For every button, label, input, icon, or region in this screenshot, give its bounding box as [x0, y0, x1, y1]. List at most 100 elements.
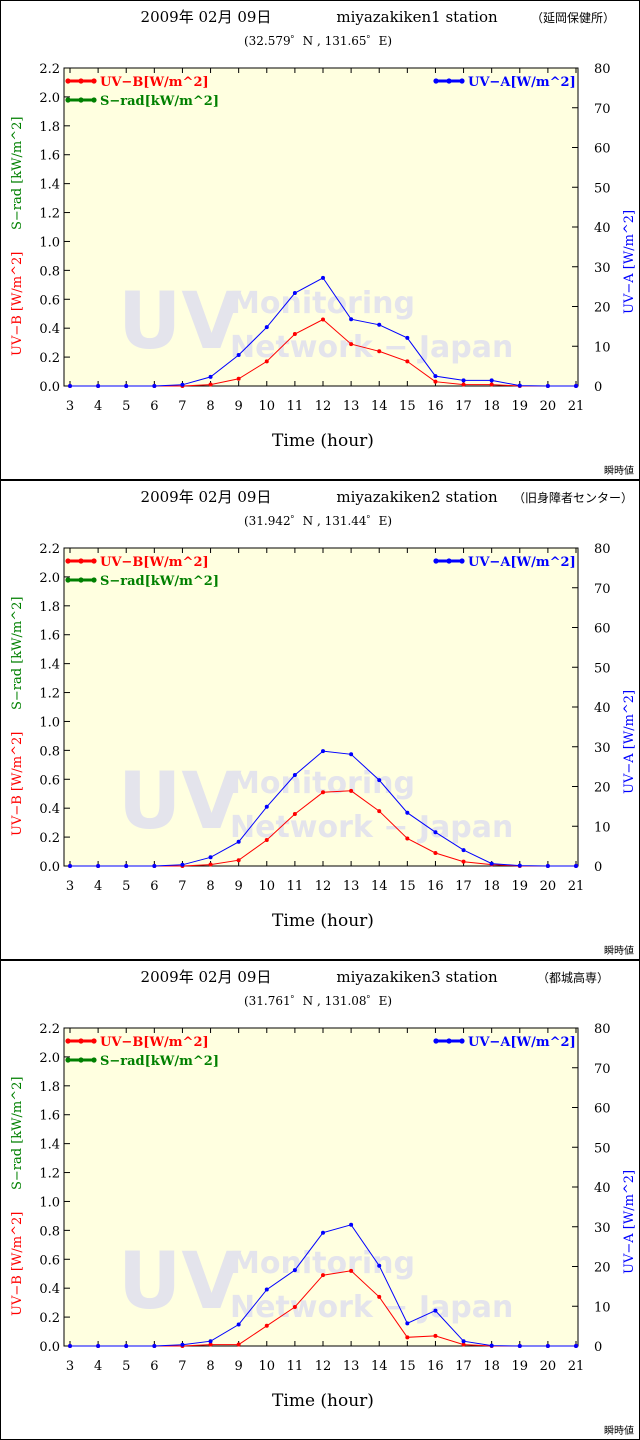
y-right-label: UV−A [W/m^2] [622, 690, 637, 794]
uvb-legend-label: UV−B[W/m^2] [100, 1035, 209, 1050]
x-tick-label: 11 [287, 1359, 304, 1374]
uvb-data-point [349, 788, 354, 793]
x-tick-label: 11 [287, 399, 304, 414]
uva-data-point [377, 322, 382, 327]
x-tick-label: 13 [343, 399, 360, 414]
uva-data-point [124, 1344, 129, 1348]
uvb-data-point [321, 317, 325, 322]
y-left-tick-label: 2.2 [39, 62, 60, 77]
y-left-tick-label: 1.4 [39, 658, 60, 673]
y-left-label-srad: S−rad [kW/m^2] [10, 117, 25, 230]
uvb-data-point [489, 382, 494, 387]
y-right-tick-label: 50 [594, 661, 611, 676]
srad-legend-label: S−rad[kW/m^2] [100, 574, 219, 589]
x-tick-label: 10 [259, 399, 276, 414]
uvb-data-point [377, 349, 382, 354]
uva-data-point [124, 384, 129, 388]
uvb-data-point [405, 836, 410, 841]
uvb-data-point [349, 1268, 354, 1273]
y-left-tick-label: 1.2 [39, 207, 60, 222]
x-tick-label: 12 [315, 1359, 332, 1374]
uva-data-point [236, 352, 241, 357]
watermark-uv: UV [118, 277, 242, 367]
x-tick-label: 7 [178, 399, 186, 414]
uva-data-point [489, 861, 494, 866]
uvb-legend-marker [65, 558, 71, 564]
uva-data-point [292, 772, 297, 777]
uva-data-point [377, 778, 382, 783]
uva-data-point [124, 864, 129, 868]
uvb-data-point [264, 359, 269, 364]
uva-data-point [461, 378, 466, 383]
y-left-tick-label: 1.2 [39, 1167, 60, 1182]
x-tick-label: 6 [150, 1359, 158, 1374]
x-tick-label: 4 [94, 1359, 102, 1374]
y-left-tick-label: 1.4 [39, 178, 60, 193]
srad-legend-marker [78, 577, 84, 583]
x-tick-label: 3 [66, 399, 74, 414]
y-left-tick-label: 2.0 [39, 571, 60, 586]
uva-data-point [433, 830, 438, 835]
uvb-legend-marker [91, 1038, 97, 1044]
x-tick-label: 16 [427, 879, 444, 894]
y-right-tick-label: 30 [594, 741, 611, 756]
y-right-tick-label: 0 [594, 380, 602, 395]
uva-data-point [236, 839, 241, 844]
uvb-data-point [208, 1342, 213, 1347]
x-tick-label: 20 [540, 1359, 557, 1374]
y-right-label: UV−A [W/m^2] [622, 1170, 637, 1274]
y-left-tick-label: 0.6 [39, 1253, 60, 1268]
y-right-tick-label: 0 [594, 860, 602, 875]
uvb-data-point [377, 809, 382, 814]
uvb-data-point [405, 1335, 410, 1340]
x-tick-label: 15 [399, 399, 416, 414]
y-left-label-uvb: UV−B [W/m^2] [10, 732, 25, 836]
uvb-data-point [433, 850, 438, 855]
y-left-tick-label: 1.0 [39, 235, 60, 250]
x-tick-label: 13 [343, 879, 360, 894]
x-tick-label: 14 [371, 399, 388, 414]
x-tick-label: 7 [178, 879, 186, 894]
uva-legend-marker [459, 558, 465, 564]
uva-data-point [517, 1344, 522, 1348]
y-left-tick-label: 0.0 [39, 860, 60, 875]
uva-data-point [574, 1344, 578, 1348]
uva-data-point [96, 384, 101, 388]
uvb-data-point [264, 1323, 269, 1328]
y-left-tick-label: 0.0 [39, 1340, 60, 1355]
uva-data-point [405, 1321, 410, 1326]
x-tick-label: 8 [206, 1359, 214, 1374]
uvb-data-point [405, 359, 410, 364]
uva-data-point [349, 1222, 354, 1227]
y-right-tick-label: 50 [594, 1141, 611, 1156]
uva-data-point [180, 862, 185, 867]
x-tick-label: 12 [315, 399, 332, 414]
y-left-tick-label: 2.2 [39, 1022, 60, 1037]
watermark-line2: Network − Japan [230, 1290, 513, 1325]
uva-legend-label: UV−A[W/m^2] [468, 555, 576, 570]
uvb-data-point [208, 382, 213, 387]
uva-data-point [68, 384, 72, 388]
uva-data-point [377, 1263, 382, 1268]
uva-data-point [545, 864, 550, 868]
uvb-data-point [461, 382, 466, 387]
uva-legend-label: UV−A[W/m^2] [468, 75, 576, 90]
uvb-legend-marker [78, 1038, 84, 1044]
footnote: 瞬時値 [604, 1424, 634, 1437]
y-left-tick-label: 2.2 [39, 542, 60, 557]
uvb-legend-marker [65, 1038, 71, 1044]
y-right-tick-label: 40 [594, 221, 611, 236]
uvb-legend-label: UV−B[W/m^2] [100, 555, 209, 570]
x-tick-label: 8 [206, 879, 214, 894]
y-right-tick-label: 10 [594, 820, 611, 835]
srad-legend-marker [65, 577, 71, 583]
y-right-tick-label: 0 [594, 1340, 602, 1355]
uvb-data-point [433, 1333, 438, 1338]
x-tick-label: 5 [122, 879, 130, 894]
srad-legend-marker [91, 97, 97, 103]
x-tick-label: 15 [399, 879, 416, 894]
y-left-tick-label: 1.8 [39, 1080, 60, 1095]
y-right-tick-label: 60 [594, 622, 611, 637]
uva-data-point [152, 384, 157, 388]
x-axis-label: Time (hour) [272, 1391, 374, 1411]
